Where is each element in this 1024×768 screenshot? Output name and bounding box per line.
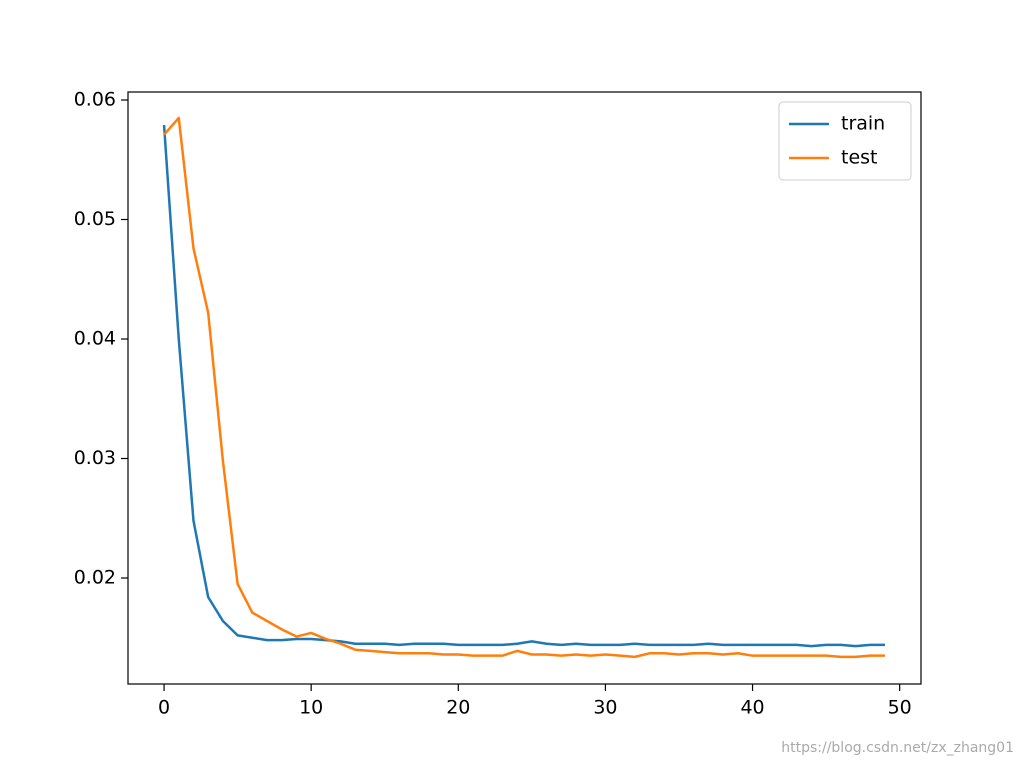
legend-label: train bbox=[841, 113, 885, 135]
y-tick-label: 0.02 bbox=[74, 567, 116, 589]
legend-box bbox=[778, 101, 912, 181]
x-tick-label: 20 bbox=[446, 697, 470, 719]
y-tick-label: 0.05 bbox=[74, 208, 116, 230]
x-tick-label: 50 bbox=[888, 697, 912, 719]
y-tick-label: 0.04 bbox=[74, 328, 116, 350]
series-line bbox=[162, 125, 885, 648]
watermark: https://blog.csdn.net/zx_zhang01 bbox=[781, 740, 1014, 756]
y-tick-label: 0.03 bbox=[74, 447, 116, 469]
legend-label: test bbox=[841, 147, 878, 169]
x-tick-label: 30 bbox=[593, 697, 617, 719]
x-tick-label: 0 bbox=[158, 697, 170, 719]
x-tick-label: 40 bbox=[740, 697, 764, 719]
y-tick-label: 0.06 bbox=[74, 89, 116, 111]
series-line bbox=[163, 116, 885, 659]
x-tick-label: 10 bbox=[299, 697, 323, 719]
plot-frame bbox=[127, 91, 922, 685]
